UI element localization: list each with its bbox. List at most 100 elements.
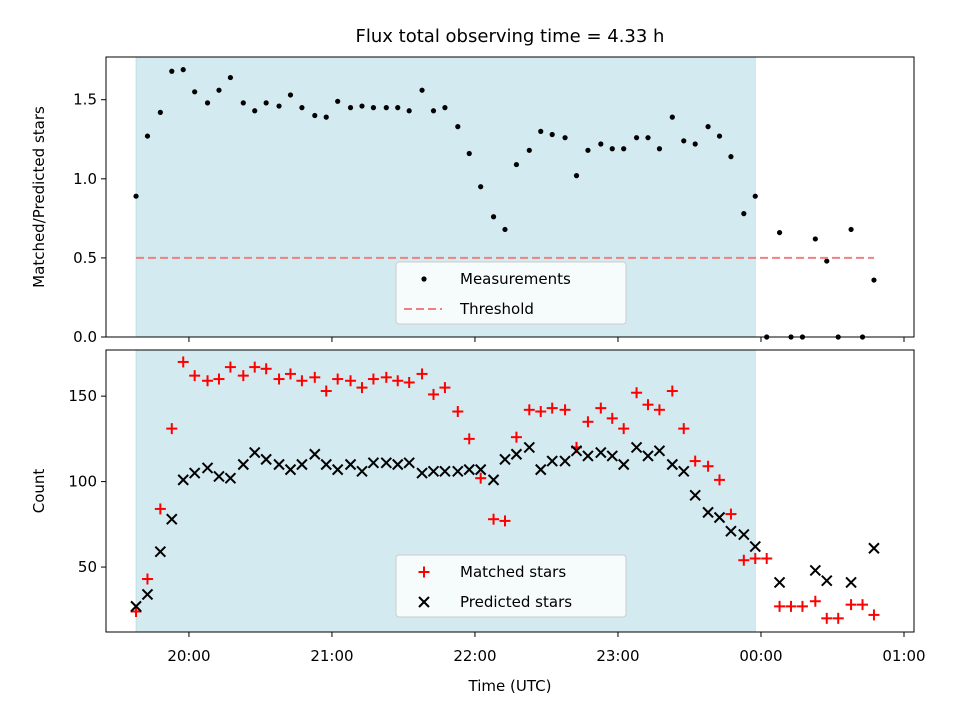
data-point: [141, 588, 154, 601]
data-point: [180, 67, 186, 73]
data-point: [452, 465, 464, 478]
data-point: [796, 600, 808, 612]
data-point: [166, 513, 178, 525]
data-point: [845, 576, 857, 589]
data-point: [656, 146, 663, 152]
data-point: [573, 173, 580, 179]
data-point: [538, 128, 544, 134]
x-stroke: [749, 540, 761, 553]
data-point: [312, 112, 318, 119]
data-point: [582, 450, 594, 462]
y-axis-label: Matched/Predicted stars: [30, 106, 48, 288]
data-point: [606, 412, 618, 424]
data-point: [617, 458, 630, 471]
x-stroke: [260, 453, 272, 466]
data-point: [392, 375, 404, 387]
data-point: [809, 564, 822, 577]
y-tick-label: 150: [68, 387, 97, 405]
data-point: [169, 68, 175, 74]
data-point: [582, 416, 594, 428]
data-point: [252, 108, 258, 114]
y-tick-label: 0.5: [73, 249, 97, 267]
data-point: [653, 404, 665, 416]
x-stroke: [702, 506, 714, 519]
x-stroke: [474, 463, 487, 476]
x-stroke: [356, 465, 368, 478]
data-point: [606, 450, 618, 462]
x-stroke: [642, 450, 654, 462]
data-point: [546, 455, 558, 467]
data-point: [430, 108, 437, 114]
data-point: [678, 465, 690, 478]
data-point: [130, 600, 142, 613]
x-stroke: [309, 448, 321, 460]
x-stroke: [582, 450, 594, 462]
data-point: [276, 103, 282, 109]
data-point: [510, 448, 523, 460]
x-stroke: [380, 457, 393, 469]
chart-title: Flux total observing time = 4.33 h: [356, 26, 665, 47]
data-point: [370, 105, 377, 111]
data-point: [380, 457, 393, 469]
legend-marker-icon: [418, 566, 430, 578]
x-stroke: [487, 474, 500, 486]
data-point: [216, 87, 222, 93]
x-stroke: [595, 446, 607, 459]
data-point: [645, 135, 651, 141]
data-point: [345, 375, 357, 387]
data-point: [439, 465, 451, 478]
data-point: [523, 441, 536, 454]
x-stroke: [273, 458, 285, 471]
x-stroke: [418, 596, 430, 608]
data-point: [157, 109, 163, 115]
data-point: [832, 612, 844, 624]
x-stroke: [237, 458, 249, 471]
x-tick-label: 01:00: [882, 647, 925, 665]
data-point: [356, 382, 368, 394]
data-point: [335, 98, 341, 104]
data-point: [287, 92, 294, 98]
data-point: [510, 431, 522, 443]
x-stroke: [367, 457, 380, 469]
data-point: [439, 382, 451, 394]
data-point: [249, 361, 261, 373]
x-stroke: [416, 467, 428, 479]
data-point: [367, 373, 379, 385]
bottom-panel: 20:00 21:00 22:00 23:00 00:00 01:00 50 100 150 Co…: [30, 349, 926, 665]
data-point: [725, 525, 737, 537]
x-stroke: [130, 600, 142, 613]
data-point: [618, 423, 630, 435]
data-point: [562, 135, 568, 141]
data-point: [595, 402, 607, 414]
data-point: [188, 467, 201, 479]
legend-box: [395, 261, 627, 325]
data-point: [273, 373, 285, 385]
data-point: [224, 472, 237, 484]
data-point: [490, 214, 497, 220]
data-point: [738, 554, 750, 566]
y-axis-label: Count: [30, 469, 48, 514]
data-point: [845, 599, 857, 611]
data-point: [773, 576, 786, 589]
data-point: [260, 363, 272, 375]
x-stroke: [177, 474, 189, 486]
data-point: [499, 453, 511, 466]
data-point: [702, 506, 714, 519]
data-point: [284, 463, 297, 476]
data-point: [320, 385, 332, 397]
data-point: [331, 463, 344, 476]
data-point: [383, 105, 389, 111]
data-point: [260, 453, 272, 466]
x-stroke: [499, 453, 511, 466]
data-point: [344, 458, 357, 471]
data-point: [725, 508, 737, 520]
data-point: [642, 450, 654, 462]
x-stroke: [463, 463, 475, 476]
data-point: [299, 105, 305, 111]
x-stroke: [188, 467, 201, 479]
data-point: [598, 141, 604, 147]
data-point: [296, 375, 308, 387]
x-stroke: [427, 465, 440, 478]
data-point: [427, 465, 440, 478]
data-point: [669, 114, 675, 120]
